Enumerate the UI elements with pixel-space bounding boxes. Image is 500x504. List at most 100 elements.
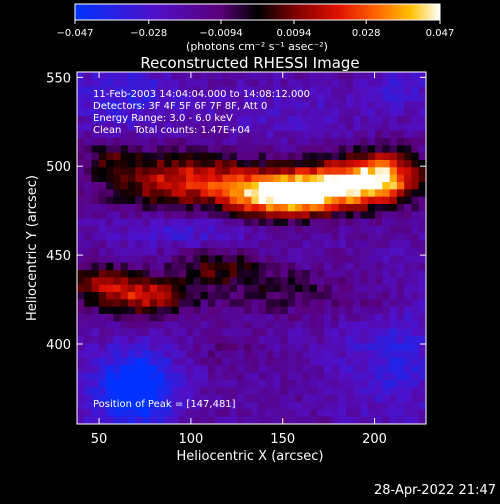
heatmap-cell [309,189,318,198]
heatmap-cell [156,189,165,198]
heatmap-cell [273,284,282,293]
heatmap-cell [251,174,260,183]
heatmap-cell [346,372,354,381]
heatmap-cell [280,277,289,286]
heatmap-cell [251,358,260,366]
heatmap-cell [331,262,340,271]
heatmap-cell [127,284,136,293]
heatmap-cell [338,72,347,80]
heatmap-cell [207,328,216,337]
heatmap-cell [382,167,391,176]
heatmap-cell [302,270,311,278]
heatmap-cell [193,409,202,418]
heatmap-cell [309,72,318,80]
heatmap-cell [258,226,267,234]
heatmap-cell [229,343,238,352]
heatmap-cell [396,248,405,256]
heatmap-cell [396,108,405,117]
heatmap-cell [295,394,303,403]
heatmap-cell [375,145,383,154]
heatmap-cell [229,409,238,418]
heatmap-cell [353,86,362,95]
heatmap-cell [120,240,129,249]
heatmap-cell [149,314,158,322]
heatmap-cell [200,255,209,264]
heatmap-cell [186,130,194,139]
heatmap-cell [222,372,231,381]
heatmap-cell [186,365,194,374]
heatmap-cell [207,86,216,95]
heatmap-cell [280,336,289,344]
heatmap-cell [77,130,85,139]
heatmap-cell [164,218,173,227]
heatmap-cell [142,248,151,256]
heatmap-cell [84,299,93,308]
heatmap-cell [418,255,426,264]
heatmap-cell [222,343,231,352]
heatmap-cell [389,196,398,205]
heatmap-cell [207,123,216,132]
heatmap-cell [222,79,231,88]
heatmap-cell [200,248,209,256]
heatmap-cell [324,262,333,271]
heatmap-cell [353,262,362,271]
heatmap-cell [135,248,144,256]
heatmap-cell [353,292,362,300]
heatmap-cell [389,284,398,293]
heatmap-cell [266,79,274,88]
heatmap-cell [171,387,180,396]
heatmap-cell [77,306,85,315]
heatmap-cell [382,138,391,146]
heatmap-cell [360,240,369,249]
heatmap-cell [266,72,274,80]
heatmap-cell [251,72,260,80]
heatmap-cell [287,211,296,220]
heatmap-cell [382,402,391,410]
heatmap-cell [396,240,405,249]
heatmap-cell [287,116,296,124]
heatmap-cell [295,255,303,264]
heatmap-cell [375,387,383,396]
heatmap-cell [244,387,253,396]
heatmap-cell [171,145,180,154]
heatmap-cell [135,196,144,205]
heatmap-cell [215,116,224,124]
heatmap-cell [171,86,180,95]
heatmap-cell [215,218,224,227]
heatmap-cell [302,152,311,161]
heatmap-cell [113,167,122,176]
heatmap-cell [280,416,289,424]
heatmap-cell [338,328,347,337]
heatmap-cell [404,306,413,315]
heatmap-cell [178,145,187,154]
heatmap-cell [251,79,260,88]
heatmap-cell [142,218,151,227]
heatmap-cell [331,108,340,117]
heatmap-cell [295,189,303,198]
heatmap-cell [389,394,398,403]
heatmap-cell [171,358,180,366]
heatmap-cell [302,409,311,418]
heatmap-cell [353,365,362,374]
heatmap-cell [338,240,347,249]
heatmap-cell [324,240,333,249]
heatmap-cell [353,116,362,124]
heatmap-cell [302,101,311,110]
heatmap-cell [135,189,144,198]
heatmap-cell [353,174,362,183]
heatmap-cell [77,248,85,256]
heatmap-cell [98,204,107,212]
heatmap-cell [316,218,325,227]
heatmap-cell [258,416,267,424]
heatmap-cell [367,240,376,249]
heatmap-cell [186,196,194,205]
heatmap-cell [404,130,413,139]
heatmap-cell [171,211,180,220]
heatmap-cell [113,226,122,234]
heatmap-cell [273,189,282,198]
heatmap-cell [215,255,224,264]
heatmap-cell [215,86,224,95]
heatmap-cell [353,350,362,359]
heatmap-cell [186,138,194,146]
heatmap-cell [222,255,231,264]
